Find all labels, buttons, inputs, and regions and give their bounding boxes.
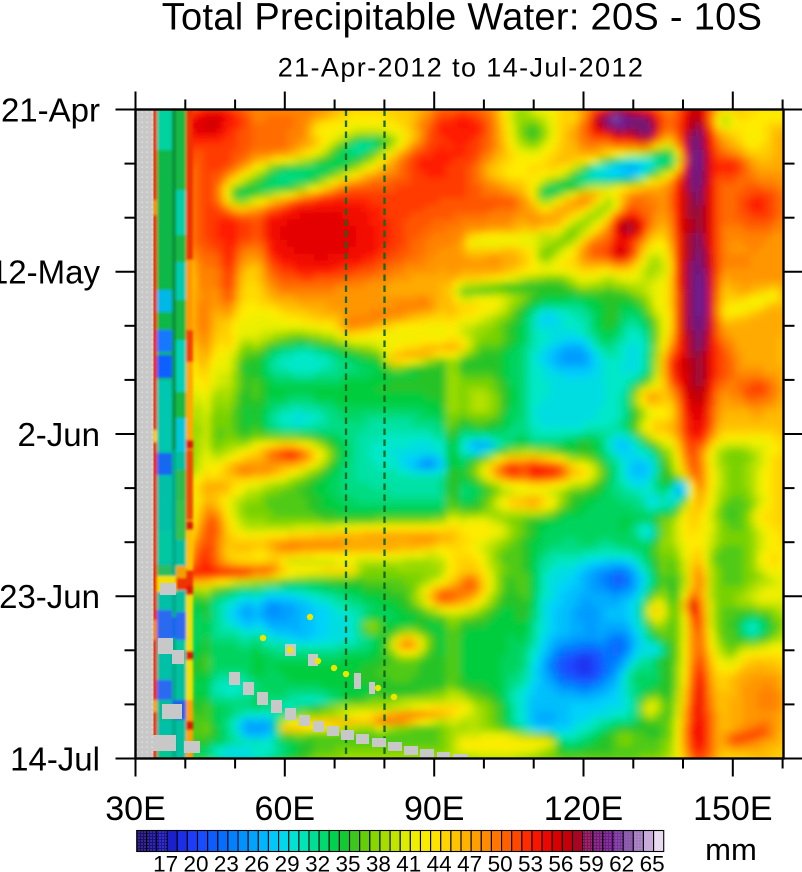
- svg-text:Total Precipitable Water: 20S: Total Precipitable Water: 20S - 10S: [162, 0, 762, 39]
- svg-text:21-Apr-2012 to 14-Jul-2012: 21-Apr-2012 to 14-Jul-2012: [278, 53, 645, 83]
